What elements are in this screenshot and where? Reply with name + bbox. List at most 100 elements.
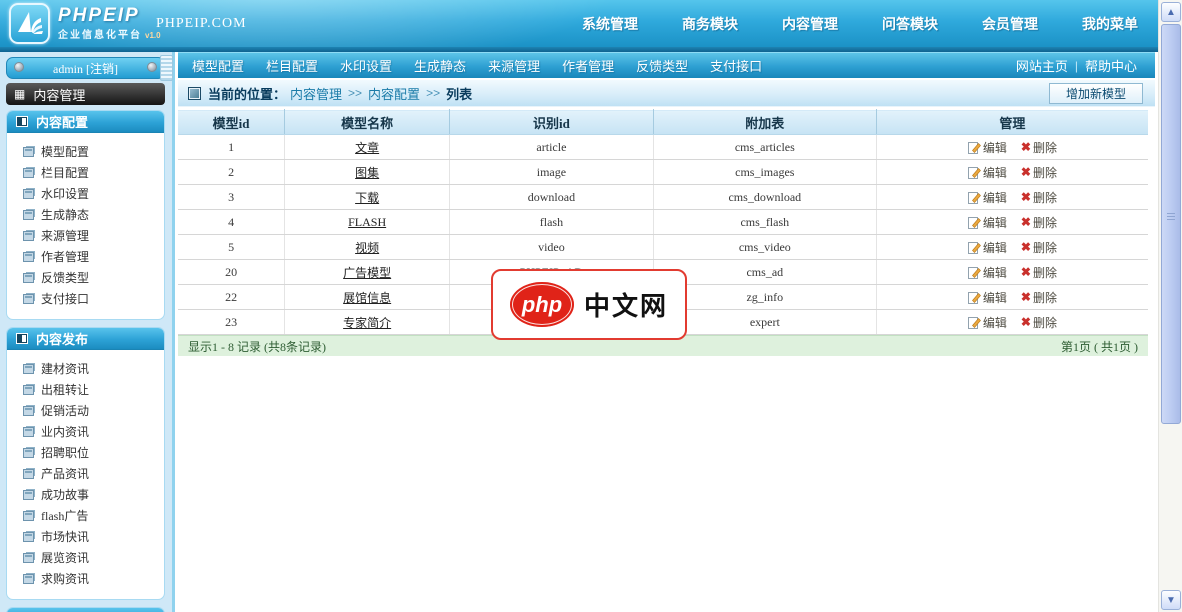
nav-my-menu[interactable]: 我的菜单: [1082, 15, 1138, 32]
edit-button[interactable]: 编辑: [967, 289, 1007, 306]
section-header-content-config[interactable]: 内容配置: [7, 111, 164, 133]
doc-icon: [23, 146, 34, 157]
edit-button[interactable]: 编辑: [967, 314, 1007, 331]
model-name-link[interactable]: 广告模型: [343, 265, 392, 280]
nav-business[interactable]: 商务模块: [682, 15, 738, 32]
sidebar-item-static-gen[interactable]: 生成静态: [7, 204, 164, 225]
delete-button[interactable]: ✖ 删除: [1020, 240, 1057, 255]
section-header-content-publish[interactable]: 内容发布: [7, 328, 164, 350]
delete-icon: ✖: [1020, 240, 1031, 254]
delete-button[interactable]: ✖ 删除: [1020, 190, 1057, 205]
sidebar-item-payment-api[interactable]: 支付接口: [7, 288, 164, 309]
cell-extra-table: cms_ad: [653, 259, 877, 285]
sidebar-item-purchase-news[interactable]: 求购资讯: [7, 568, 164, 589]
sidebar-item-jobs[interactable]: 招聘职位: [7, 442, 164, 463]
tab-source-mgmt[interactable]: 来源管理: [488, 59, 541, 74]
edit-button[interactable]: 编辑: [967, 164, 1007, 181]
doc-icon: [23, 510, 34, 521]
doc-icon: [23, 405, 34, 416]
sidebar-item-promotions[interactable]: 促销活动: [7, 400, 164, 421]
scrollbar-thumb[interactable]: [1161, 24, 1181, 424]
breadcrumb-current: 列表: [446, 86, 473, 102]
breadcrumb-link-content-mgmt[interactable]: 内容管理: [290, 86, 343, 102]
scroll-up-button[interactable]: ▲: [1161, 2, 1181, 22]
admin-user-bar[interactable]: admin [注销]: [6, 57, 165, 79]
sidebar-item-success-stories[interactable]: 成功故事: [7, 484, 164, 505]
tab-static-gen[interactable]: 生成静态: [414, 59, 467, 74]
section-title: 内容发布: [36, 332, 89, 347]
delete-button[interactable]: ✖ 删除: [1020, 315, 1057, 330]
sidebar-item-market-news[interactable]: 市场快讯: [7, 526, 164, 547]
panel-topics: 专题: [6, 607, 165, 612]
sidebar-item-source-mgmt[interactable]: 来源管理: [7, 225, 164, 246]
edit-button[interactable]: 编辑: [967, 139, 1007, 156]
link-site-home[interactable]: 网站主页: [1015, 59, 1068, 74]
doc-icon: [23, 209, 34, 220]
phpeip-logo-icon: [9, 3, 50, 44]
model-name-link[interactable]: FLASH: [348, 214, 387, 229]
sidebar-item-column-config[interactable]: 栏目配置: [7, 162, 164, 183]
tab-payment-api[interactable]: 支付接口: [710, 59, 763, 74]
tab-column-config[interactable]: 栏目配置: [266, 59, 319, 74]
delete-button[interactable]: ✖ 删除: [1020, 140, 1057, 155]
column-header-ident-id: 识别id: [449, 109, 654, 135]
edit-button[interactable]: 编辑: [967, 214, 1007, 231]
edit-button[interactable]: 编辑: [967, 239, 1007, 256]
window-icon: [16, 333, 28, 344]
tab-feedback-type[interactable]: 反馈类型: [636, 59, 689, 74]
delete-button[interactable]: ✖ 删除: [1020, 290, 1057, 305]
doc-icon: [23, 468, 34, 479]
nav-system[interactable]: 系统管理: [582, 15, 638, 32]
edit-icon: [967, 316, 981, 329]
doc-icon: [23, 447, 34, 458]
model-name-link[interactable]: 文章: [355, 140, 380, 155]
sidebar-item-exhibition-news[interactable]: 展览资讯: [7, 547, 164, 568]
sidebar-item-rental[interactable]: 出租转让: [7, 379, 164, 400]
doc-icon: [23, 489, 34, 500]
edit-icon: [967, 266, 981, 279]
delete-button[interactable]: ✖ 删除: [1020, 215, 1057, 230]
edit-button[interactable]: 编辑: [967, 189, 1007, 206]
table-row: 3 下载 download cms_download 编辑 ✖ 删除: [178, 184, 1148, 210]
vertical-scrollbar[interactable]: ▲ ▼: [1158, 0, 1182, 612]
edit-button[interactable]: 编辑: [967, 264, 1007, 281]
model-name-link[interactable]: 专家简介: [343, 315, 392, 330]
top-header: PHPEIP 企业信息化平台 v1.0 PHPEIP.COM 系统管理 商务模块 …: [0, 0, 1158, 47]
sidebar-item-industry-news[interactable]: 业内资讯: [7, 421, 164, 442]
model-name-link[interactable]: 视频: [355, 240, 380, 255]
model-name-link[interactable]: 下载: [355, 190, 380, 205]
cell-model-name: 下载: [284, 184, 451, 210]
sidebar-collapse-grip[interactable]: [160, 55, 173, 81]
column-header-extra-table: 附加表: [653, 109, 877, 135]
model-name-link[interactable]: 图集: [355, 165, 380, 180]
sidebar: admin [注销] ▦ 内容管理 内容配置 模型配置 栏目配置 水印设置 生成…: [0, 52, 175, 612]
tab-model-config[interactable]: 模型配置: [192, 59, 245, 74]
sidebar-item-building-news[interactable]: 建材资讯: [7, 358, 164, 379]
model-table: 模型id 模型名称 识别id 附加表 管理 1 文章 article cms_a…: [178, 109, 1148, 335]
cell-model-name: 专家简介: [284, 309, 451, 335]
sidebar-item-author-mgmt[interactable]: 作者管理: [7, 246, 164, 267]
sidebar-item-model-config[interactable]: 模型配置: [7, 141, 164, 162]
delete-button[interactable]: ✖ 删除: [1020, 265, 1057, 280]
link-help-center[interactable]: 帮助中心: [1084, 59, 1137, 74]
sidebar-item-feedback-type[interactable]: 反馈类型: [7, 267, 164, 288]
scroll-down-button[interactable]: ▼: [1161, 590, 1181, 610]
tab-author-mgmt[interactable]: 作者管理: [562, 59, 615, 74]
breadcrumb-link-content-config[interactable]: 内容配置: [368, 86, 421, 102]
add-model-button[interactable]: 增加新模型: [1048, 83, 1143, 104]
sidebar-item-flash-ads[interactable]: flash广告: [7, 505, 164, 526]
delete-button[interactable]: ✖ 删除: [1020, 165, 1057, 180]
sidebar-item-watermark[interactable]: 水印设置: [7, 183, 164, 204]
nav-qa[interactable]: 问答模块: [882, 15, 938, 32]
doc-icon: [23, 531, 34, 542]
nav-content[interactable]: 内容管理: [782, 15, 838, 32]
admin-user-label[interactable]: admin [注销]: [53, 61, 118, 76]
cell-extra-table: cms_articles: [653, 134, 877, 160]
model-name-link[interactable]: 展馆信息: [343, 290, 392, 305]
sidebar-item-product-news[interactable]: 产品资讯: [7, 463, 164, 484]
tab-watermark[interactable]: 水印设置: [340, 59, 393, 74]
nav-members[interactable]: 会员管理: [982, 15, 1038, 32]
doc-icon: [23, 188, 34, 199]
cell-model-name: 广告模型: [284, 259, 451, 285]
section-header-topics[interactable]: 专题: [7, 608, 164, 612]
